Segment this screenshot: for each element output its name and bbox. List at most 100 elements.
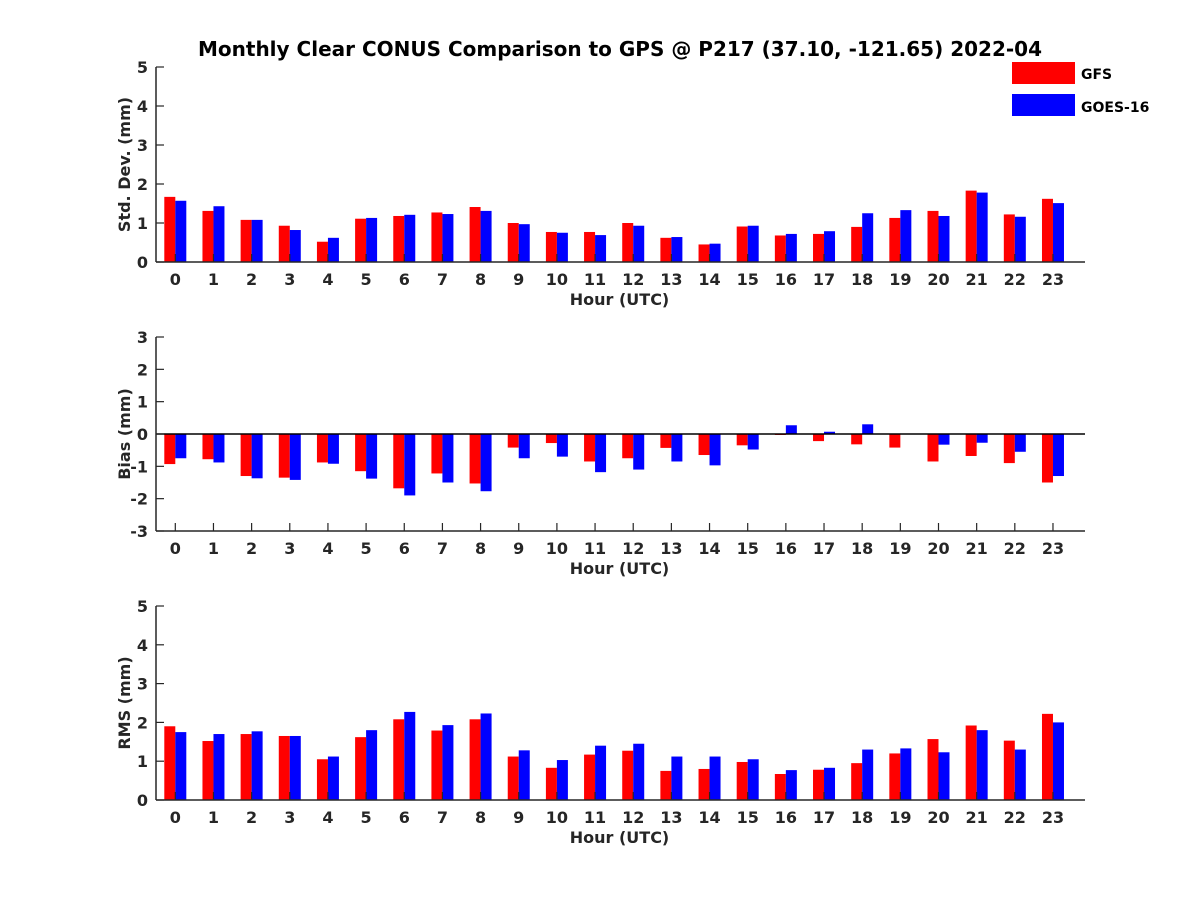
bar-gfs-hour-2	[240, 434, 252, 477]
x-tick-label: 1	[208, 270, 219, 289]
x-tick-label: 21	[966, 808, 988, 827]
bar-gfs-hour-14	[698, 244, 710, 262]
x-tick-label: 1	[208, 808, 219, 827]
x-tick-label: 10	[546, 808, 568, 827]
y-tick-label: -3	[130, 522, 148, 541]
bar-gfs-hour-10	[545, 767, 557, 800]
x-tick-label: 9	[513, 539, 524, 558]
bar-goes16-hour-15	[747, 434, 759, 450]
bar-gfs-hour-13	[660, 434, 672, 448]
bar-gfs-hour-7	[431, 434, 443, 474]
bar-goes16-hour-14	[709, 243, 721, 262]
bar-goes16-hour-8	[480, 434, 492, 492]
x-tick-label: 18	[851, 808, 873, 827]
x-tick-label: 8	[475, 539, 486, 558]
bar-gfs-hour-10	[545, 434, 557, 444]
bar-gfs-hour-13	[660, 237, 672, 262]
x-tick-label: 15	[737, 270, 759, 289]
bar-gfs-hour-13	[660, 770, 672, 800]
bar-gfs-hour-0	[164, 434, 176, 465]
chart-title: Monthly Clear CONUS Comparison to GPS @ …	[198, 37, 1042, 61]
bar-gfs-hour-17	[813, 233, 825, 262]
x-tick-label: 23	[1042, 808, 1064, 827]
bar-goes16-hour-16	[785, 233, 797, 262]
bar-gfs-hour-12	[622, 223, 634, 262]
bar-goes16-hour-4	[327, 756, 339, 800]
bar-gfs-hour-11	[584, 434, 596, 462]
x-tick-label: 18	[851, 539, 873, 558]
bar-gfs-hour-20	[927, 210, 939, 262]
bar-goes16-hour-14	[709, 434, 721, 466]
x-tick-label: 20	[927, 808, 949, 827]
y-tick-label: 2	[137, 175, 148, 194]
bar-goes16-hour-10	[556, 760, 568, 800]
bar-goes16-hour-1	[213, 206, 225, 262]
bar-goes16-hour-8	[480, 210, 492, 262]
y-tick-label: 5	[137, 597, 148, 616]
bar-goes16-hour-20	[938, 434, 950, 445]
y-tick-label: 1	[137, 752, 148, 771]
x-tick-label: 23	[1042, 539, 1064, 558]
bar-gfs-hour-15	[736, 434, 748, 446]
x-tick-label: 11	[584, 539, 606, 558]
x-tick-label: 2	[246, 270, 257, 289]
x-tick-label: 4	[322, 270, 333, 289]
y-tick-label: 4	[137, 636, 148, 655]
x-tick-label: 8	[475, 270, 486, 289]
bar-gfs-hour-8	[469, 207, 481, 262]
bar-goes16-hour-16	[785, 425, 797, 434]
x-tick-label: 6	[399, 270, 410, 289]
x-tick-label: 3	[284, 808, 295, 827]
bar-goes16-hour-0	[175, 434, 187, 459]
bar-gfs-hour-9	[507, 223, 519, 262]
bar-gfs-hour-3	[278, 735, 290, 800]
bar-goes16-hour-20	[938, 215, 950, 262]
x-tick-label: 0	[170, 270, 181, 289]
y-axis-label: Std. Dev. (mm)	[115, 97, 134, 232]
bar-gfs-hour-19	[889, 434, 901, 448]
y-tick-label: 3	[137, 675, 148, 694]
bar-gfs-hour-11	[584, 754, 596, 800]
x-tick-label: 13	[660, 808, 682, 827]
bar-goes16-hour-20	[938, 752, 950, 800]
bar-gfs-hour-19	[889, 217, 901, 262]
bar-gfs-hour-22	[1003, 740, 1015, 800]
bar-goes16-hour-19	[900, 748, 912, 800]
x-tick-label: 13	[660, 270, 682, 289]
x-tick-label: 7	[437, 539, 448, 558]
x-tick-label: 14	[698, 270, 720, 289]
x-tick-label: 14	[698, 808, 720, 827]
bar-goes16-hour-11	[595, 235, 607, 262]
y-tick-label: 3	[137, 136, 148, 155]
bar-goes16-hour-2	[251, 434, 263, 479]
bar-goes16-hour-9	[518, 750, 530, 800]
x-tick-label: 5	[361, 270, 372, 289]
y-tick-label: 4	[137, 97, 148, 116]
y-tick-label: 5	[137, 58, 148, 77]
bar-gfs-hour-12	[622, 750, 634, 800]
bar-gfs-hour-15	[736, 226, 748, 262]
y-tick-label: 2	[137, 713, 148, 732]
bar-gfs-hour-11	[584, 231, 596, 262]
x-tick-label: 4	[322, 808, 333, 827]
y-axis-label: Bias (mm)	[115, 388, 134, 480]
bar-gfs-hour-21	[965, 434, 977, 456]
bar-gfs-hour-14	[698, 768, 710, 800]
bar-goes16-hour-12	[633, 743, 645, 800]
x-tick-label: 20	[927, 270, 949, 289]
bar-gfs-hour-5	[355, 737, 367, 800]
bar-gfs-hour-17	[813, 769, 825, 800]
bar-goes16-hour-4	[327, 237, 339, 262]
bar-gfs-hour-0	[164, 196, 176, 262]
bar-gfs-hour-15	[736, 761, 748, 800]
bar-goes16-hour-21	[976, 434, 988, 443]
bar-gfs-hour-1	[202, 434, 214, 460]
x-tick-label: 6	[399, 539, 410, 558]
bar-gfs-hour-20	[927, 434, 939, 462]
x-tick-label: 8	[475, 808, 486, 827]
y-tick-label: 0	[137, 253, 148, 272]
bar-goes16-hour-0	[175, 200, 187, 262]
x-tick-label: 0	[170, 808, 181, 827]
x-tick-label: 15	[737, 808, 759, 827]
